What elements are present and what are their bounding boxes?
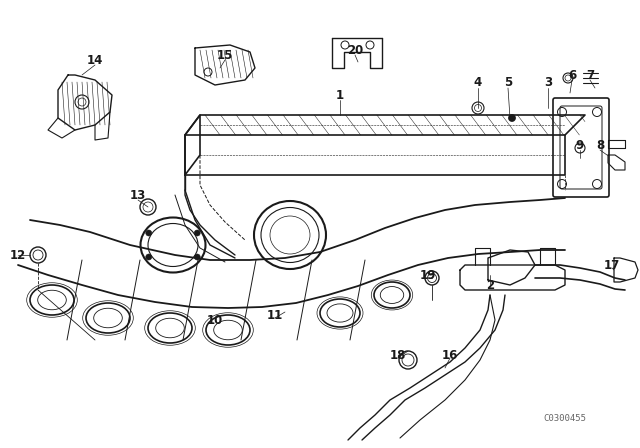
Text: 13: 13 (130, 189, 146, 202)
Text: 1: 1 (336, 89, 344, 102)
Text: 20: 20 (347, 43, 363, 56)
Text: 9: 9 (576, 138, 584, 151)
Text: 15: 15 (217, 48, 233, 61)
Circle shape (509, 115, 515, 121)
Text: 6: 6 (568, 69, 576, 82)
Text: 5: 5 (504, 76, 512, 89)
Circle shape (195, 230, 200, 236)
Circle shape (146, 230, 152, 236)
Text: 4: 4 (474, 76, 482, 89)
Text: 7: 7 (586, 69, 594, 82)
Text: C0300455: C0300455 (543, 414, 586, 422)
Circle shape (146, 254, 152, 260)
Text: 2: 2 (486, 279, 494, 292)
Text: 12: 12 (10, 249, 26, 262)
Text: 18: 18 (390, 349, 406, 362)
Text: 11: 11 (267, 309, 283, 322)
Text: 14: 14 (87, 53, 103, 66)
Text: 16: 16 (442, 349, 458, 362)
Circle shape (195, 254, 200, 260)
Text: 17: 17 (604, 258, 620, 271)
Text: 19: 19 (420, 268, 436, 281)
Text: 8: 8 (596, 138, 604, 151)
Text: 3: 3 (544, 76, 552, 89)
Text: 10: 10 (207, 314, 223, 327)
